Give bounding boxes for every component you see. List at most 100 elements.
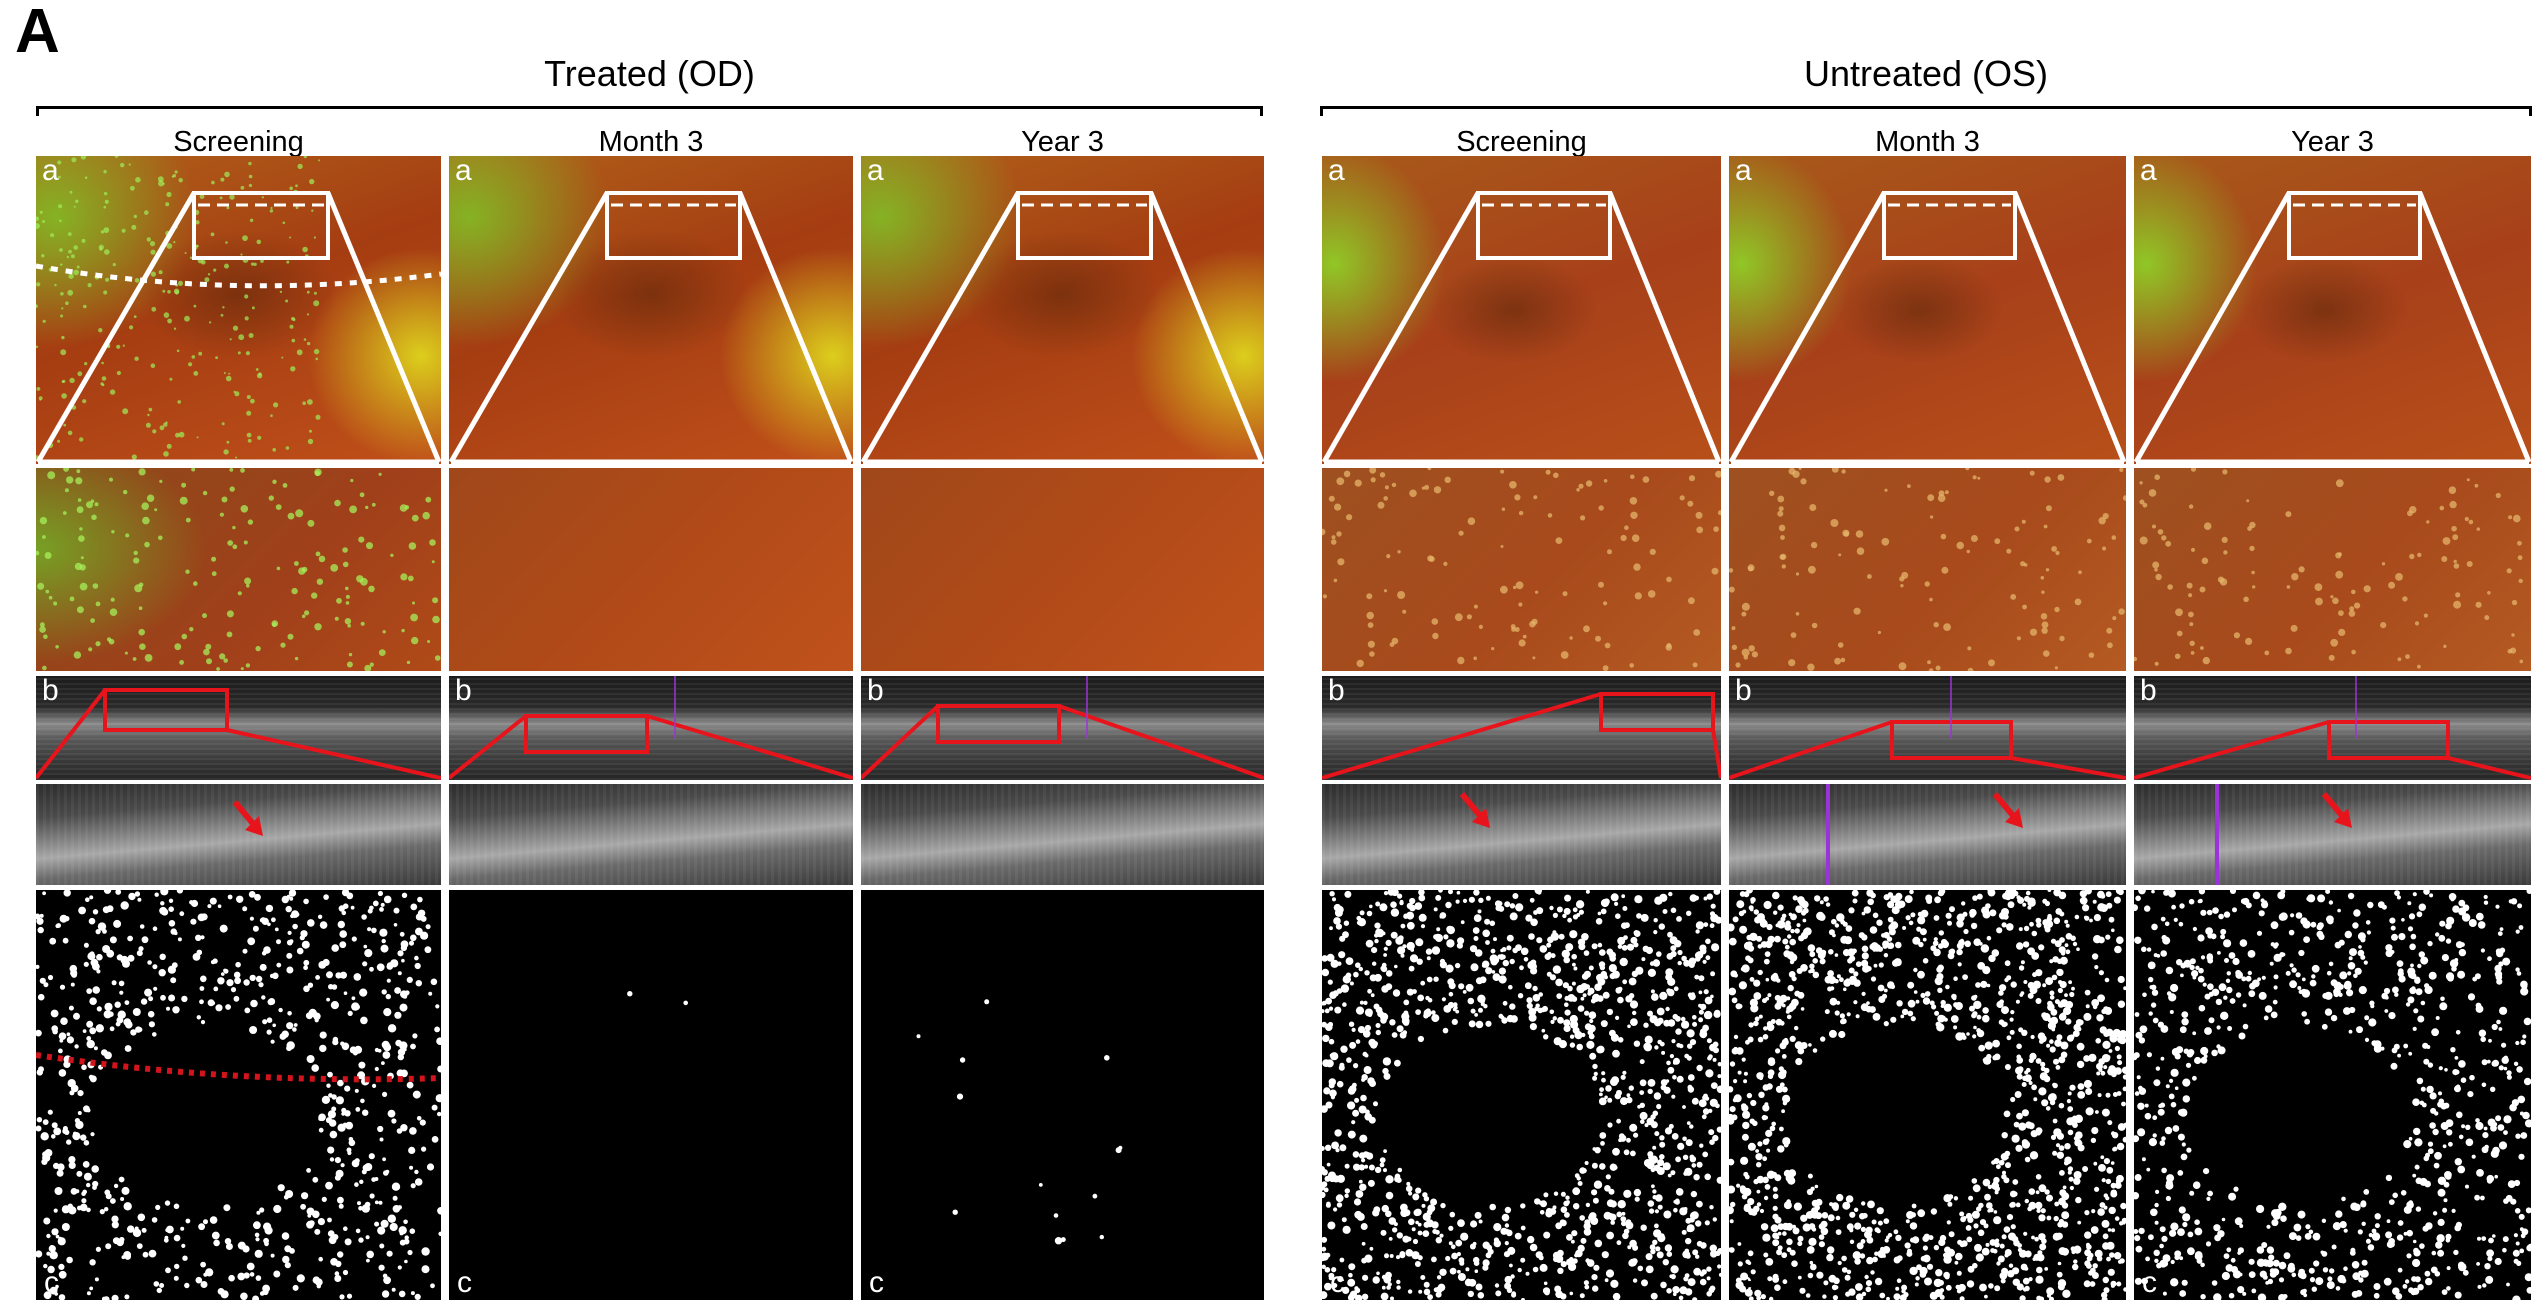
drusen-dot (2499, 927, 2504, 931)
drusen-dot (1797, 1235, 1804, 1242)
drusen-dot (1322, 955, 1328, 962)
drusen-dot (2138, 1085, 2143, 1091)
drusen-dot (1717, 1264, 1721, 1269)
drusen-dot (1696, 1161, 1703, 1168)
drusen-dot (2093, 914, 2101, 922)
drusen-dot (282, 1255, 290, 1264)
drusen-dot (2079, 896, 2088, 905)
drusen-dot (2174, 1053, 2181, 1060)
drusen-dot (1861, 1291, 1867, 1297)
drusen-spot (1769, 490, 1775, 496)
drusen-dot (2105, 891, 2112, 898)
drusen-dot (2001, 922, 2007, 928)
drusen-dot (1794, 1041, 1803, 1050)
drusen-dot (2105, 1092, 2111, 1098)
drusen-dot (2123, 1287, 2126, 1292)
drusen-dot (1380, 1017, 1387, 1024)
drusen-dot (2088, 1270, 2094, 1276)
fundus-speckle (238, 334, 245, 341)
drusen-dot (1781, 1086, 1788, 1093)
drusen-dot (2106, 1256, 2111, 1262)
drusen-dot (332, 1234, 339, 1240)
drusen-dot (1865, 1280, 1873, 1287)
drusen-dot (1710, 903, 1716, 909)
drusen-dot (1939, 1288, 1945, 1293)
drusen-dot (1994, 1186, 2000, 1192)
drusen-dot (362, 961, 368, 967)
drusen-dot (2207, 983, 2214, 990)
drusen-dot (2422, 1042, 2429, 1049)
drusen-dot (1361, 1074, 1368, 1081)
drusen-dot (206, 1269, 213, 1276)
fundus-speckle (101, 361, 104, 365)
drusen-dot (1599, 1163, 1606, 1170)
drusen-dot (2357, 949, 2365, 957)
drusen-dot (2139, 1025, 2148, 1034)
drusen-spot (1397, 550, 1401, 554)
drusen-dot (2021, 1139, 2029, 1146)
drusen-dot (159, 953, 166, 960)
drusen-dot (1755, 1149, 1759, 1153)
drusen-dot (2461, 913, 2471, 922)
drusen-dot (2397, 1220, 2404, 1226)
drusen-dot (1508, 984, 1513, 990)
drusen-dot (2258, 910, 2265, 917)
fundus-speckle (149, 241, 156, 247)
row-label-b: b (2140, 676, 2157, 707)
drusen-dot (1409, 897, 1416, 905)
drusen-dot (1322, 1264, 1326, 1269)
drusen-dot (2077, 1220, 2082, 1225)
fundus-speckle (42, 220, 45, 223)
drusen-dot (1322, 1059, 1330, 1067)
drusen-spot (1386, 554, 1391, 559)
fundus-speckle (213, 268, 217, 272)
drusen-dot (2144, 1112, 2152, 1120)
drusen-dot (1851, 890, 1859, 897)
drusen-map-od-screening: c (36, 890, 441, 1300)
drusen-dot (153, 1281, 160, 1287)
drusen-dot (1353, 1163, 1361, 1171)
drusen-dot (2178, 1206, 2186, 1214)
drusen-dot (1661, 1050, 1666, 1055)
drusen-dot (1689, 1039, 1697, 1046)
drusen-dot (77, 1205, 82, 1211)
drusen-dot (1691, 1097, 1699, 1105)
drusen-spot (2041, 590, 2045, 594)
drusen-dot (1883, 988, 1888, 993)
drusen-dot (148, 1021, 155, 1028)
drusen-dot (2075, 1196, 2082, 1204)
drusen-dot (1544, 953, 1552, 960)
fundus-speckle (257, 435, 262, 440)
drusen-dot (1335, 1194, 1344, 1203)
drusen-dot (2346, 989, 2354, 997)
drusen-dot (355, 1228, 361, 1234)
drusen-dot (2203, 1168, 2210, 1175)
drusen-dot (2152, 1017, 2159, 1024)
drusen-spot (2155, 573, 2162, 581)
drusen-dot (1427, 1294, 1433, 1300)
drusen-dot (2475, 1118, 2480, 1123)
drusen-dot (2333, 991, 2340, 998)
drusen-dot (2227, 1026, 2233, 1031)
drusen-dot (1615, 1015, 1620, 1020)
drusen-dot (380, 902, 385, 907)
drusen-dot (64, 916, 70, 922)
drusen-dot (2439, 1002, 2448, 1011)
drusen-dot (366, 1250, 375, 1259)
drusen-dot (1620, 1097, 1628, 1106)
drusen-dot (2454, 958, 2459, 962)
drusen-dot (1907, 981, 1915, 989)
drusen-dot (1926, 1263, 1934, 1270)
drusen-dot (2262, 1259, 2269, 1266)
drusen-dot (1895, 1234, 1902, 1242)
drusen-dot (1883, 894, 1890, 901)
drusen-dot (1556, 993, 1563, 999)
fundus-speckle (84, 176, 88, 179)
drusen-dot (2036, 1295, 2042, 1300)
oct-zoom-overlay (861, 784, 1264, 885)
drusen-spot (314, 623, 322, 631)
drusen-dot (1608, 951, 1616, 959)
drusen-dot (1566, 1234, 1573, 1241)
drusen-spot (2426, 520, 2430, 524)
drusen-dot (362, 1109, 369, 1116)
